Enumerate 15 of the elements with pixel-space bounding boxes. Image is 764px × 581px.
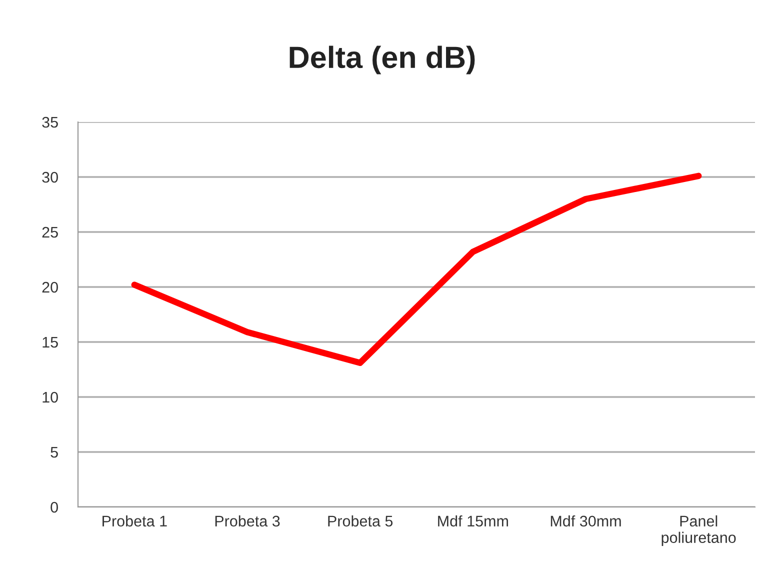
- y-tick-label: 35: [42, 116, 58, 128]
- x-tick-label: Panel poliuretano: [662, 515, 736, 546]
- y-tick-label: 30: [42, 172, 58, 183]
- x-tick-label: Mdf 15mm: [438, 515, 508, 527]
- y-tick-label: 20: [42, 282, 58, 293]
- chart-title: Delta (en dB): [290, 46, 475, 74]
- y-tick-label: 5: [50, 447, 58, 458]
- y-tick-label: 0: [50, 502, 58, 513]
- y-tick-label: 15: [42, 337, 58, 348]
- x-tick-label: Probeta 1: [102, 515, 167, 527]
- x-tick-label: Probeta 3: [215, 515, 280, 527]
- y-tick-label: 25: [42, 226, 58, 238]
- x-tick-label: Probeta 5: [328, 515, 393, 527]
- y-tick-label: 10: [42, 392, 58, 403]
- x-tick-label: Mdf 30mm: [550, 515, 621, 527]
